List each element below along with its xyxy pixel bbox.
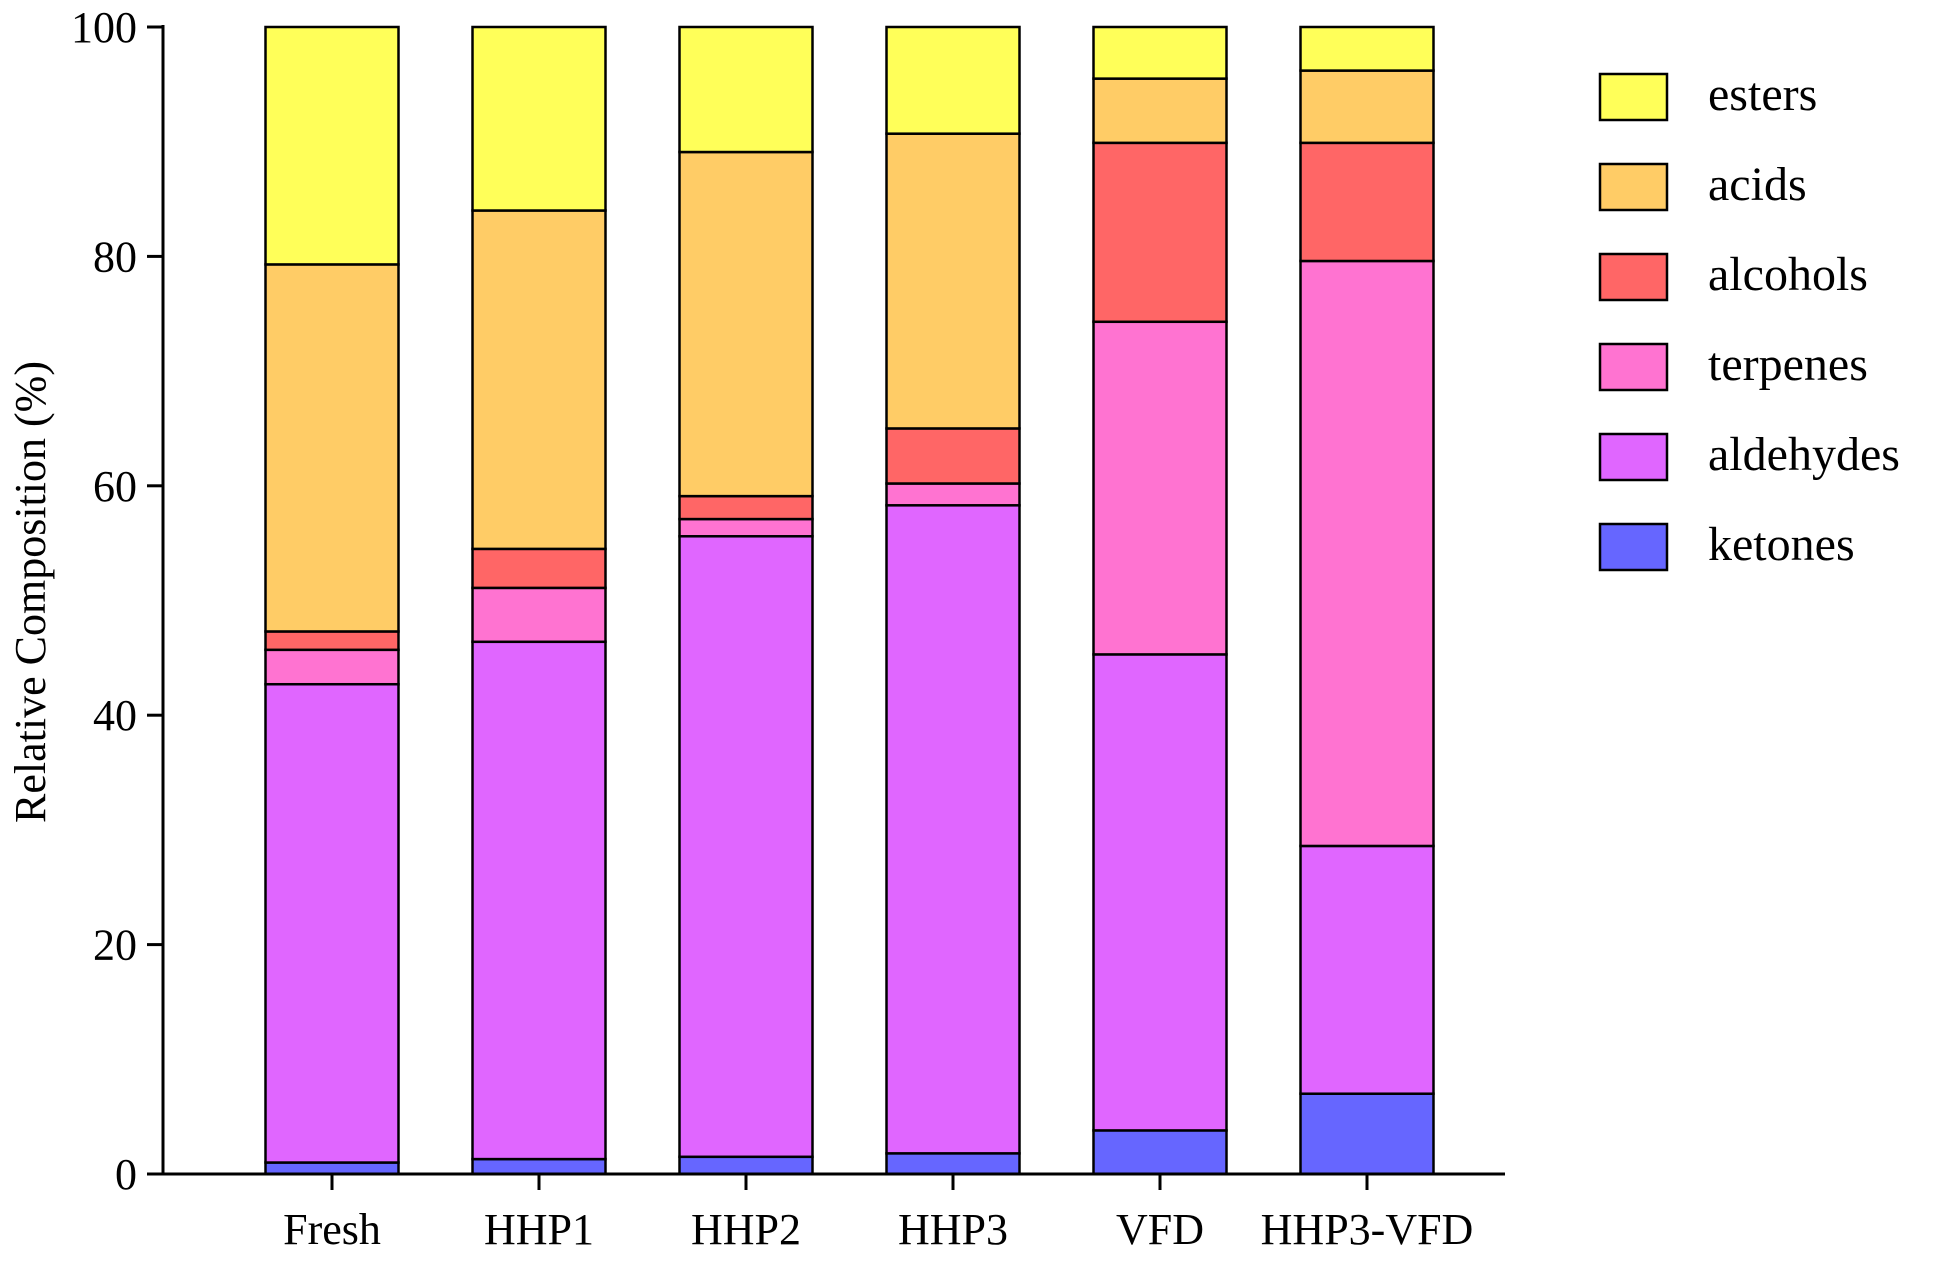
x-tick-label: Fresh	[283, 1205, 381, 1254]
legend-label-aldehydes: aldehydes	[1708, 428, 1900, 481]
bar-segment-acids-vfd	[1092, 77, 1228, 145]
bar-segment-acids-hhp1	[471, 209, 607, 551]
bar-segment-acids-hhp2	[678, 150, 814, 498]
bar-segment-acids-fresh	[264, 263, 400, 633]
bar-segment-esters-vfd	[1092, 25, 1228, 80]
bar-segment-terpenes-hhp1	[471, 586, 607, 644]
legend-swatch-terpenes	[1598, 342, 1669, 392]
y-tick-label: 40	[93, 691, 137, 740]
bar-segment-terpenes-hhp3	[885, 482, 1021, 507]
legend-swatch-aldehydes	[1598, 432, 1669, 482]
y-tick-label: 0	[115, 1150, 137, 1199]
x-tick-label: HHP3	[898, 1205, 1008, 1254]
bar-segment-esters-fresh	[264, 25, 400, 266]
bar-segment-aldehydes-hhp2	[678, 535, 814, 1159]
bar-segment-acids-hhp3	[885, 132, 1021, 430]
x-tick-label: HHP1	[484, 1205, 594, 1254]
bar-segment-alcohols-hhp3	[885, 427, 1021, 485]
legend-swatch-esters	[1598, 72, 1669, 122]
bar-segment-terpenes-hhp3-vfd	[1299, 259, 1435, 848]
bar-segment-alcohols-hhp3-vfd	[1299, 141, 1435, 263]
bar-segment-acids-hhp3-vfd	[1299, 69, 1435, 145]
bar-segment-alcohols-hhp2	[678, 494, 814, 521]
bar-segment-esters-hhp2	[678, 25, 814, 154]
legend-swatch-acids	[1598, 162, 1669, 212]
bar-segment-ketones-vfd	[1092, 1129, 1228, 1176]
legend-label-esters: esters	[1708, 68, 1817, 121]
bar-segment-ketones-fresh	[264, 1161, 400, 1176]
bar-segment-esters-hhp1	[471, 25, 607, 212]
legend-swatch-alcohols	[1598, 252, 1669, 302]
bar-segment-ketones-hhp1	[471, 1157, 607, 1176]
bar-segment-esters-hhp3	[885, 25, 1021, 135]
bar-segment-alcohols-vfd	[1092, 141, 1228, 324]
legend-label-terpenes: terpenes	[1708, 338, 1868, 391]
legend-swatch-ketones	[1598, 522, 1669, 572]
x-tick-label: HHP3-VFD	[1261, 1205, 1474, 1254]
legend-label-alcohols: alcohols	[1708, 248, 1868, 301]
bar-segment-ketones-hhp3	[885, 1152, 1021, 1176]
y-tick-label: 60	[93, 462, 137, 511]
bar-segment-terpenes-hhp2	[678, 517, 814, 538]
bar-segment-alcohols-hhp1	[471, 547, 607, 590]
bar-segment-aldehydes-hhp3-vfd	[1299, 844, 1435, 1095]
x-tick-label: HHP2	[691, 1205, 801, 1254]
bar-segment-alcohols-fresh	[264, 630, 400, 652]
y-tick-label: 100	[71, 3, 137, 52]
bar-segment-esters-hhp3-vfd	[1299, 25, 1435, 72]
bar-segment-aldehydes-fresh	[264, 682, 400, 1164]
axes: 0 20 40 60 80 100 Fresh HHP1 HHP2 HHP3 VFD HHP3-VFD	[71, 3, 1505, 1254]
bars	[264, 25, 1435, 1176]
bar-segment-ketones-hhp2	[678, 1155, 814, 1176]
bar-segment-aldehydes-vfd	[1092, 653, 1228, 1132]
bar-segment-terpenes-vfd	[1092, 320, 1228, 656]
bar-segment-ketones-hhp3-vfd	[1299, 1092, 1435, 1176]
bar-segment-aldehydes-hhp1	[471, 640, 607, 1161]
bar-segment-terpenes-fresh	[264, 648, 400, 686]
y-axis-label: Relative Composition (%)	[6, 361, 55, 823]
bar-segment-aldehydes-hhp3	[885, 504, 1021, 1155]
legend: esters acids alcohols terpenes aldehydes keto…	[1598, 68, 1900, 572]
y-tick-label: 80	[93, 232, 137, 281]
x-tick-label: VFD	[1116, 1205, 1204, 1254]
legend-label-ketones: ketones	[1708, 518, 1855, 571]
legend-label-acids: acids	[1708, 158, 1807, 211]
y-tick-label: 20	[93, 921, 137, 970]
